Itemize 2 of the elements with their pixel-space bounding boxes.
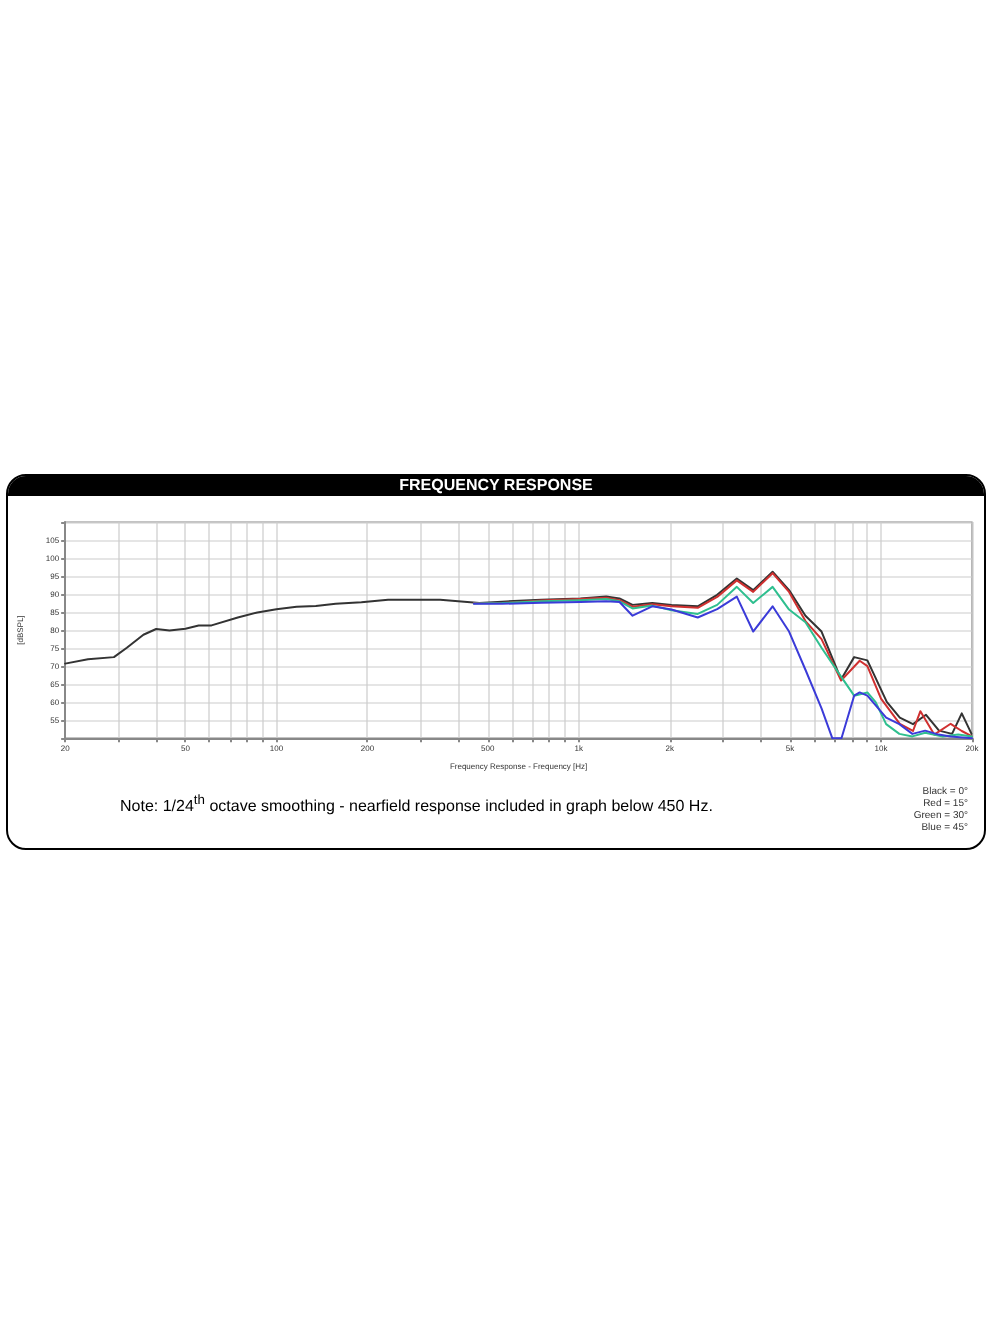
text: Note: 1/24$^{th}$ octave smoothing - nearfield response included in graph below 450 Hz. xyxy=(120,794,715,816)
chart-title: FREQUENCY RESPONSE xyxy=(8,476,984,496)
